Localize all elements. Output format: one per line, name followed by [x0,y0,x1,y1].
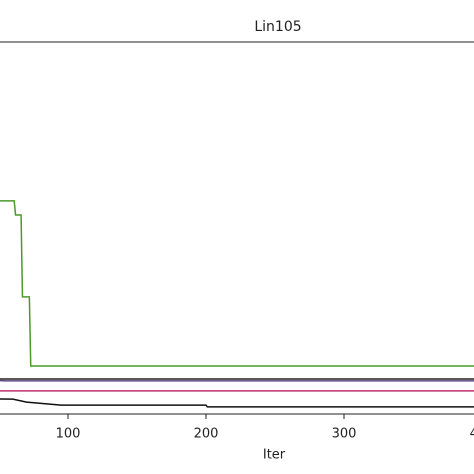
line-series [0,398,474,408]
line-series [0,200,474,367]
line-series [0,378,474,380]
x-axis-label: Iter [263,448,286,463]
x-tick-label: 200 [194,427,219,442]
x-tick-label: 400 [470,427,474,442]
x-tick-label: 100 [56,427,81,442]
x-tick-label: 300 [332,427,357,442]
chart-title: Lin105 [254,19,301,35]
line-series [0,379,474,382]
